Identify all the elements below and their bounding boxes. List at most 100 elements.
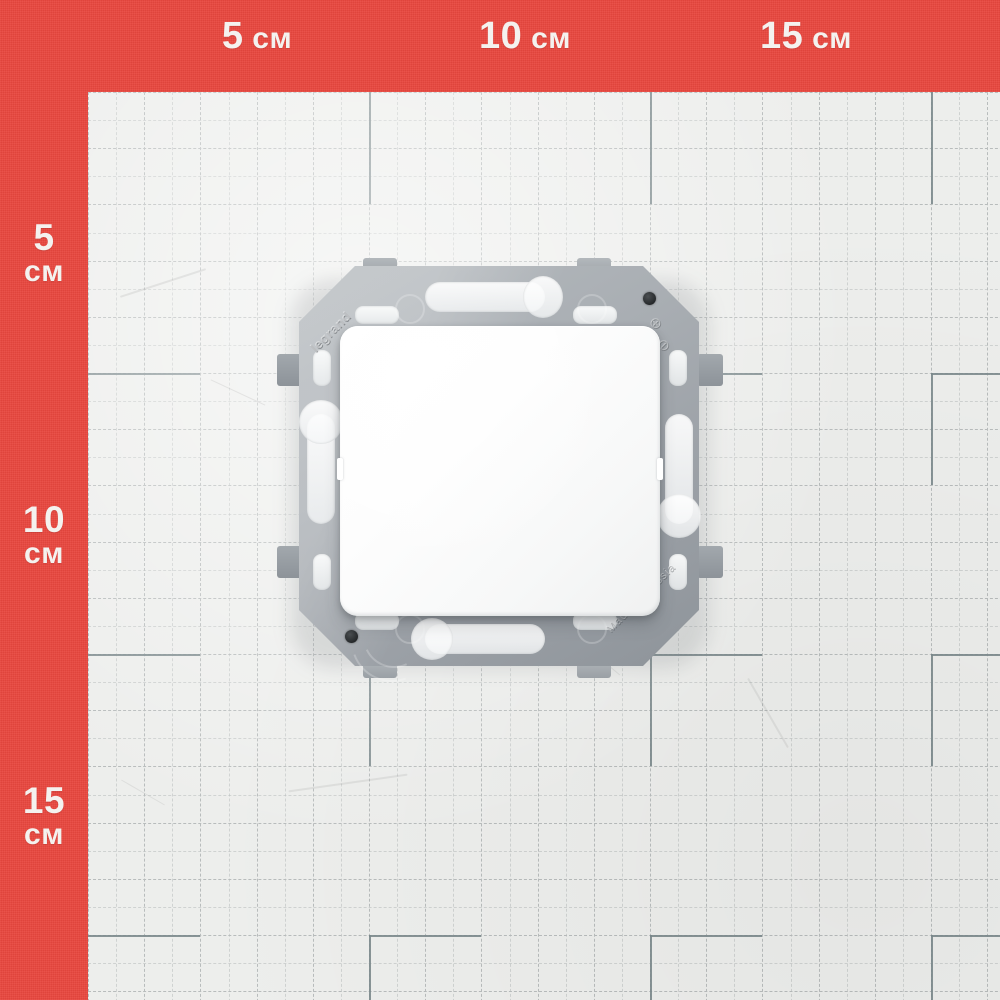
grid-major-hsegment: [987, 935, 1000, 938]
grid-major-hsegment: [88, 373, 145, 376]
grid-vline: [88, 92, 90, 1000]
grid-major-vsegment: [650, 92, 653, 149]
grid-hline: [88, 204, 1000, 206]
grid-hline: [88, 148, 1000, 150]
slot-key-left-lower: [313, 554, 331, 590]
grid-vline-half: [116, 92, 118, 1000]
grid-major-hsegment: [369, 935, 426, 938]
frame-tab-right-upper: [697, 354, 723, 386]
grid-major-vsegment: [650, 935, 653, 992]
grid-major-vsegment: [369, 92, 372, 149]
frame-tab-right-lower: [697, 546, 723, 578]
slot-top-center-head: [523, 276, 563, 318]
paper-scuff-mark: [121, 779, 165, 806]
grid-major-vsegment: [369, 935, 372, 992]
ruler-left-label-10: 10 см: [22, 498, 66, 570]
rocker-notch-right: [657, 458, 663, 480]
slot-left-head: [299, 400, 343, 444]
grid-major-hsegment: [425, 935, 482, 938]
moulded-ring-bottom-right: [577, 614, 607, 644]
grid-vline-half: [959, 92, 961, 1000]
moulded-ring-top-left: [395, 294, 425, 324]
grid-major-vsegment: [931, 148, 934, 205]
grid-vline: [762, 92, 764, 1000]
grid-major-vsegment: [931, 92, 934, 149]
ruler-top-value: 5: [221, 15, 244, 57]
grid-major-hsegment: [650, 935, 707, 938]
grid-major-hsegment: [931, 935, 988, 938]
grid-major-vsegment: [931, 991, 934, 1000]
screw-hole-bottom-left: [345, 630, 358, 643]
grid-major-hsegment: [144, 935, 201, 938]
grid-hline: [88, 878, 1000, 881]
grid-hline: [88, 822, 1000, 825]
switch-rocker-key[interactable]: [340, 326, 660, 616]
grid-hline-half: [88, 738, 1000, 740]
grid-major-vsegment: [650, 991, 653, 1000]
grid-hline-half: [88, 906, 1000, 909]
grid-hline: [88, 991, 1000, 993]
grid-hline-half: [88, 682, 1000, 684]
grid-hline: [88, 92, 1000, 94]
grid-major-hsegment: [88, 654, 145, 657]
grid-hline-half: [88, 120, 1000, 122]
grid-hline-half: [88, 963, 1000, 965]
grid-major-vsegment: [650, 710, 653, 767]
slot-key-top-left: [355, 306, 399, 324]
ruler-top-label-15: 15 см: [760, 15, 852, 58]
ruler-left-value: 10: [22, 498, 66, 540]
grid-major-vsegment: [931, 429, 934, 486]
grid-major-vsegment: [369, 148, 372, 205]
grid-major-vsegment: [931, 710, 934, 767]
grid-hline: [88, 766, 1000, 768]
grid-vline-half: [846, 92, 849, 1000]
grid-major-vsegment: [369, 991, 372, 1000]
grid-hline-half: [88, 176, 1000, 178]
grid-vline: [874, 92, 877, 1000]
grid-major-vsegment: [931, 654, 934, 711]
grid-major-vsegment: [931, 373, 934, 430]
grid-major-hsegment: [144, 373, 201, 376]
slot-key-left-upper: [313, 350, 331, 386]
ruler-left-value: 15: [22, 779, 66, 821]
ruler-left-band: [0, 0, 88, 1000]
grid-vline-half: [734, 92, 736, 1000]
ruler-top-value: 15: [760, 15, 804, 57]
ruler-top-unit: см: [522, 22, 571, 55]
slot-right-head: [657, 494, 701, 538]
paper-scuff-mark: [119, 268, 207, 298]
grid-major-hsegment: [706, 935, 763, 938]
grid-major-vsegment: [931, 935, 934, 992]
grid-vline: [200, 92, 202, 1000]
ruler-top-label-10: 10 см: [479, 15, 571, 58]
rocker-notch-left: [337, 458, 343, 480]
ruler-left-unit: см: [24, 536, 64, 570]
grid-vline-half: [172, 92, 174, 1000]
ruler-top-unit: см: [803, 22, 852, 55]
ruler-left-value: 5: [33, 216, 55, 258]
grid-vline-half: [228, 92, 231, 1000]
grid-major-hsegment: [88, 935, 145, 938]
grid-vline: [256, 92, 259, 1000]
grid-vline-half: [790, 92, 793, 1000]
grid-hline: [88, 710, 1000, 712]
grid-major-hsegment: [931, 373, 988, 376]
ruler-left-unit: см: [24, 817, 64, 851]
grid-hline-half: [88, 232, 1000, 235]
ruler-top-unit: см: [243, 22, 293, 55]
slot-key-right-upper: [669, 350, 687, 386]
grid-major-hsegment: [931, 654, 988, 657]
grid-major-hsegment: [987, 373, 1000, 376]
paper-scuff-mark: [288, 773, 408, 793]
grid-vline-half: [902, 92, 905, 1000]
moulded-ring-top-right: [577, 294, 607, 324]
grid-vline: [818, 92, 821, 1000]
grid-hline-half: [88, 794, 1000, 797]
product-switch[interactable]: legrand Made in Russia ⊕ ⊖ ↻: [277, 258, 723, 696]
grid-major-hsegment: [987, 654, 1000, 657]
grid-vline: [987, 92, 989, 1000]
ruler-top-value: 10: [479, 15, 523, 57]
grid-major-vsegment: [650, 148, 653, 205]
ruler-top-label-5: 5 см: [222, 15, 292, 58]
